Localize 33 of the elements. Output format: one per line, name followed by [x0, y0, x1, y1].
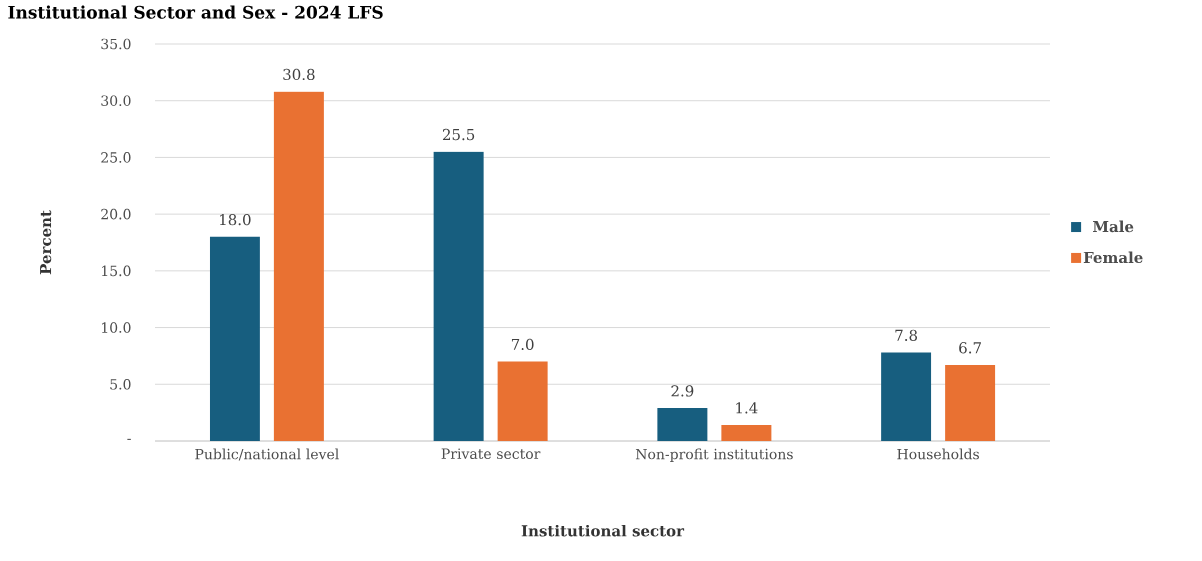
- x-axis-title: Institutional sector: [521, 524, 685, 537]
- bar: [657, 408, 708, 441]
- bar: [881, 352, 932, 441]
- legend-label: Female: [1083, 251, 1143, 264]
- x-tick-label: Households: [897, 448, 979, 460]
- data-label: 7.0: [511, 338, 534, 351]
- legend-label: Male: [1093, 220, 1134, 233]
- y-axis-title: Percent: [40, 210, 52, 275]
- y-tick-label: 15.0: [102, 265, 131, 277]
- y-tick-label: 5.0: [110, 378, 131, 390]
- y-tick-label: 30.0: [101, 95, 131, 107]
- y-tick-label: 10.0: [102, 322, 131, 333]
- bar: [433, 151, 484, 441]
- x-tick-label: Public/national level: [195, 448, 339, 461]
- data-label: 2.9: [671, 385, 694, 397]
- x-tick-label: Non-profit institutions: [635, 448, 793, 463]
- data-label: 30.8: [283, 68, 315, 81]
- y-tick-label: 20.0: [101, 208, 131, 220]
- chart-title: Institutional Sector and Sex - 2024 LFS: [8, 5, 383, 19]
- data-label: 7.8: [895, 329, 918, 341]
- data-label: 6.7: [959, 342, 981, 354]
- data-label: 25.5: [442, 128, 475, 141]
- bar: [209, 236, 260, 441]
- bar: [273, 91, 324, 441]
- bar: [945, 364, 996, 441]
- y-tick-label: -: [127, 438, 131, 440]
- bar: [721, 425, 772, 441]
- data-label: 1.4: [736, 402, 758, 414]
- data-label: 18.0: [220, 213, 251, 226]
- y-tick-label: 25.0: [101, 152, 131, 163]
- bar: [497, 361, 548, 441]
- y-tick-label: 35.0: [101, 38, 131, 50]
- x-tick-label: Private sector: [441, 448, 541, 460]
